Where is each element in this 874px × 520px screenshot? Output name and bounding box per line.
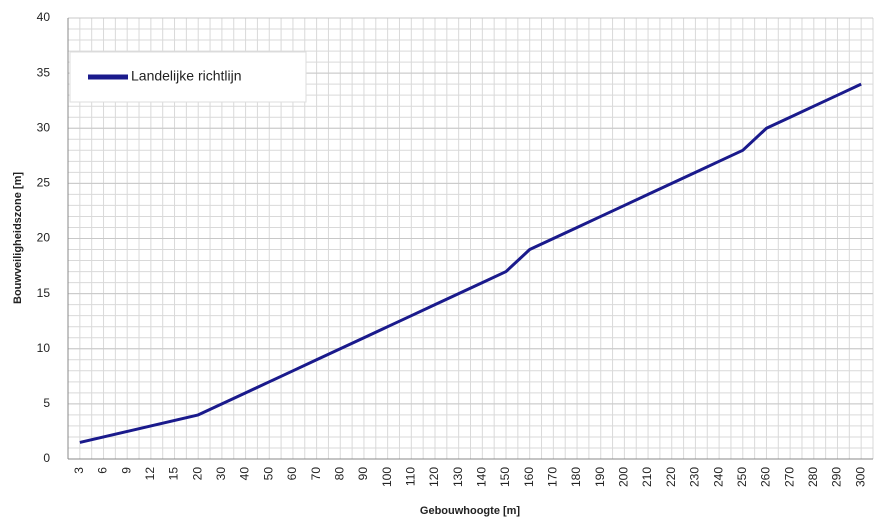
x-tick-label: 170 [546, 467, 560, 487]
x-tick-label: 9 [119, 467, 133, 474]
x-tick-label: 80 [332, 467, 346, 481]
x-tick-label: 210 [640, 467, 654, 487]
x-tick-label: 230 [688, 467, 702, 487]
y-tick-label: 5 [43, 396, 50, 410]
y-tick-label: 10 [37, 341, 51, 355]
x-tick-label: 250 [735, 467, 749, 487]
x-tick-label: 120 [427, 467, 441, 487]
x-tick-label: 90 [356, 467, 370, 481]
x-tick-label: 70 [309, 467, 323, 481]
x-tick-label: 20 [190, 467, 204, 481]
y-axis-label: Bouwveiligheidszone [m] [12, 172, 24, 304]
x-tick-label: 3 [72, 467, 86, 474]
line [79, 82, 862, 444]
x-tick-label: 40 [238, 467, 252, 481]
x-tick-label: 260 [759, 467, 773, 487]
legend-label: Landelijke richtlijn [131, 68, 242, 84]
x-tick-label: 130 [451, 467, 465, 487]
x-tick-label: 15 [167, 467, 181, 481]
x-tick-label: 280 [806, 467, 820, 487]
x-tick-label: 240 [711, 467, 725, 487]
x-tick-label: 60 [285, 467, 299, 481]
x-tick-label: 140 [475, 467, 489, 487]
x-tick-label: 200 [617, 467, 631, 487]
x-tick-label: 190 [593, 467, 607, 487]
y-tick-label: 20 [37, 231, 51, 245]
x-tick-label: 160 [522, 467, 536, 487]
y-tick-label: 15 [37, 286, 51, 300]
x-tick-label: 290 [830, 467, 844, 487]
x-tick-label: 150 [498, 467, 512, 487]
x-tick-label: 50 [261, 467, 275, 481]
x-tick-label: 300 [853, 467, 867, 487]
x-tick-label: 30 [214, 467, 228, 481]
y-tick-label: 35 [37, 65, 51, 79]
x-tick-label: 100 [380, 467, 394, 487]
x-tick-label: 12 [143, 467, 157, 481]
x-tick-label: 110 [403, 467, 417, 486]
x-tick-label: 270 [782, 467, 796, 487]
x-axis-label: Gebouwhoogte [m] [420, 505, 521, 517]
x-tick-label: 220 [664, 467, 678, 487]
x-tick-label: 6 [96, 467, 110, 474]
y-tick-label: 30 [37, 120, 51, 134]
y-tick-label: 25 [37, 176, 51, 190]
y-tick-label: 0 [43, 451, 50, 465]
y-tick-label: 40 [37, 10, 51, 24]
x-tick-label: 180 [569, 467, 583, 487]
